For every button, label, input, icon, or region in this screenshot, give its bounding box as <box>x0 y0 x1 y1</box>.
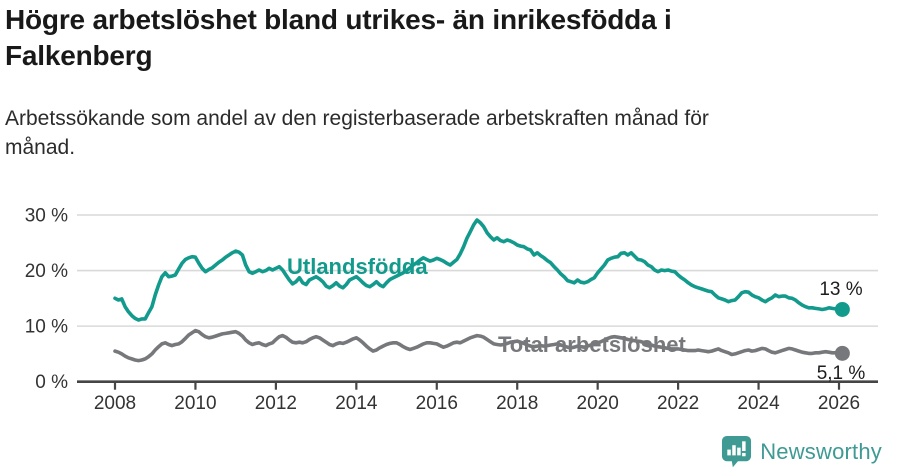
end-value-label: 13 % <box>819 279 862 300</box>
x-tick-label: 2014 <box>335 393 378 414</box>
page-title: Högre arbetslöshet bland utrikes- än inr… <box>5 4 672 71</box>
series-line-utlandsfodda <box>113 218 845 322</box>
x-tick-label: 2024 <box>737 393 780 414</box>
series-label: Utlandsfödda <box>287 254 428 279</box>
y-tick-label: 10 % <box>25 317 68 338</box>
y-tick-label: 0 % <box>35 372 68 393</box>
x-tick-label: 2016 <box>416 393 458 414</box>
y-tick-label: 30 % <box>25 205 68 226</box>
newsworthy-icon <box>721 435 752 468</box>
end-value-label: 5,1 % <box>817 363 866 384</box>
x-tick-label: 2026 <box>818 393 860 414</box>
series-end-dot <box>834 345 850 361</box>
y-tick-label: 20 % <box>25 261 68 282</box>
brand-name: Newsworthy <box>760 438 882 464</box>
chart-subtitle: Arbetssökande som andel av den registerb… <box>5 107 709 160</box>
x-tick-label: 2018 <box>496 393 538 414</box>
series-line-total <box>113 328 845 363</box>
x-tick-label: 2022 <box>657 393 699 414</box>
x-tick-label: 2010 <box>174 393 216 414</box>
x-tick-label: 2020 <box>577 393 619 414</box>
x-tick-label: 2012 <box>255 393 297 414</box>
newsworthy-logo: Newsworthy <box>721 435 882 468</box>
series-label: Total arbetslöshet <box>498 332 687 357</box>
series-end-dot <box>834 301 850 317</box>
x-tick-label: 2008 <box>94 393 136 414</box>
